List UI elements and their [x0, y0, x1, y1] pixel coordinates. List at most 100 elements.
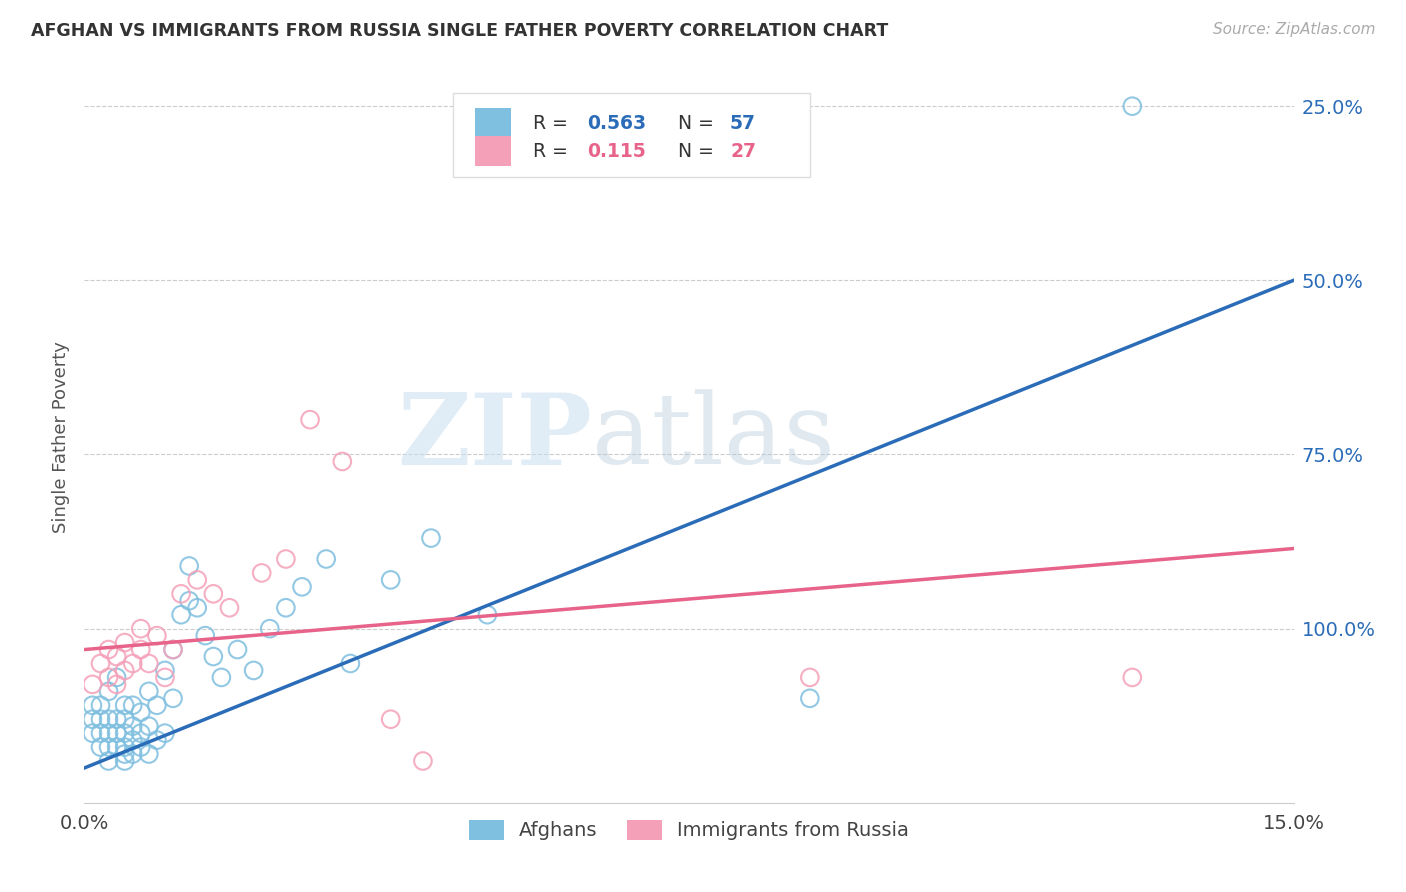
- Point: [339, 657, 361, 671]
- Point: [138, 684, 160, 698]
- Point: [138, 747, 160, 761]
- Point: [114, 635, 136, 649]
- Point: [89, 740, 111, 755]
- Point: [179, 558, 201, 573]
- FancyBboxPatch shape: [453, 94, 810, 178]
- Point: [129, 622, 152, 636]
- Point: [105, 740, 128, 755]
- Point: [89, 712, 111, 726]
- Point: [153, 664, 176, 678]
- Point: [477, 607, 499, 622]
- Point: [114, 698, 136, 713]
- Point: [89, 657, 111, 671]
- Point: [179, 594, 201, 608]
- Point: [162, 642, 184, 657]
- Point: [170, 587, 193, 601]
- Point: [114, 740, 136, 755]
- Point: [186, 573, 208, 587]
- Point: [242, 664, 264, 678]
- Point: [202, 587, 225, 601]
- Point: [315, 552, 337, 566]
- Point: [162, 691, 184, 706]
- Point: [162, 642, 184, 657]
- Point: [146, 698, 169, 713]
- Text: N =: N =: [678, 114, 720, 133]
- Point: [194, 629, 217, 643]
- Point: [274, 552, 297, 566]
- Text: R =: R =: [533, 142, 579, 161]
- Point: [259, 622, 281, 636]
- Point: [274, 600, 297, 615]
- Point: [146, 629, 169, 643]
- Text: 57: 57: [730, 114, 756, 133]
- Point: [129, 642, 152, 657]
- Point: [121, 747, 143, 761]
- Point: [105, 677, 128, 691]
- Point: [105, 649, 128, 664]
- Point: [82, 677, 104, 691]
- Point: [186, 600, 208, 615]
- Point: [146, 733, 169, 747]
- Point: [97, 670, 120, 684]
- Point: [299, 412, 322, 426]
- Point: [121, 733, 143, 747]
- Point: [97, 754, 120, 768]
- Point: [114, 747, 136, 761]
- Point: [420, 531, 443, 545]
- Point: [129, 705, 152, 719]
- Point: [121, 657, 143, 671]
- Point: [97, 726, 120, 740]
- Point: [138, 657, 160, 671]
- Point: [114, 712, 136, 726]
- Point: [105, 726, 128, 740]
- Point: [129, 740, 152, 755]
- Point: [97, 684, 120, 698]
- Point: [380, 712, 402, 726]
- Point: [1121, 670, 1143, 684]
- Point: [97, 740, 120, 755]
- Point: [105, 670, 128, 684]
- Text: AFGHAN VS IMMIGRANTS FROM RUSSIA SINGLE FATHER POVERTY CORRELATION CHART: AFGHAN VS IMMIGRANTS FROM RUSSIA SINGLE …: [31, 22, 889, 40]
- Point: [121, 698, 143, 713]
- Point: [380, 573, 402, 587]
- Point: [129, 726, 152, 740]
- Point: [153, 726, 176, 740]
- Point: [218, 600, 240, 615]
- Text: 0.563: 0.563: [588, 114, 647, 133]
- Point: [799, 691, 821, 706]
- Point: [250, 566, 273, 580]
- Point: [799, 670, 821, 684]
- Point: [114, 664, 136, 678]
- FancyBboxPatch shape: [475, 108, 512, 138]
- Point: [89, 726, 111, 740]
- Point: [291, 580, 314, 594]
- FancyBboxPatch shape: [475, 136, 512, 167]
- Point: [121, 719, 143, 733]
- Point: [82, 698, 104, 713]
- Point: [114, 726, 136, 740]
- Point: [412, 754, 434, 768]
- Point: [82, 712, 104, 726]
- Point: [114, 754, 136, 768]
- Text: atlas: atlas: [592, 389, 835, 485]
- Point: [226, 642, 249, 657]
- Text: Source: ZipAtlas.com: Source: ZipAtlas.com: [1212, 22, 1375, 37]
- Text: 0.115: 0.115: [588, 142, 647, 161]
- Point: [1121, 99, 1143, 113]
- Point: [89, 698, 111, 713]
- Text: ZIP: ZIP: [398, 389, 592, 485]
- Point: [82, 726, 104, 740]
- Legend: Afghans, Immigrants from Russia: Afghans, Immigrants from Russia: [461, 812, 917, 848]
- Point: [138, 719, 160, 733]
- Point: [153, 670, 176, 684]
- Text: R =: R =: [533, 114, 574, 133]
- Text: 27: 27: [730, 142, 756, 161]
- Point: [97, 712, 120, 726]
- Point: [209, 670, 232, 684]
- Point: [170, 607, 193, 622]
- Y-axis label: Single Father Poverty: Single Father Poverty: [52, 341, 70, 533]
- Point: [202, 649, 225, 664]
- Point: [330, 454, 353, 468]
- Point: [105, 712, 128, 726]
- Text: N =: N =: [678, 142, 720, 161]
